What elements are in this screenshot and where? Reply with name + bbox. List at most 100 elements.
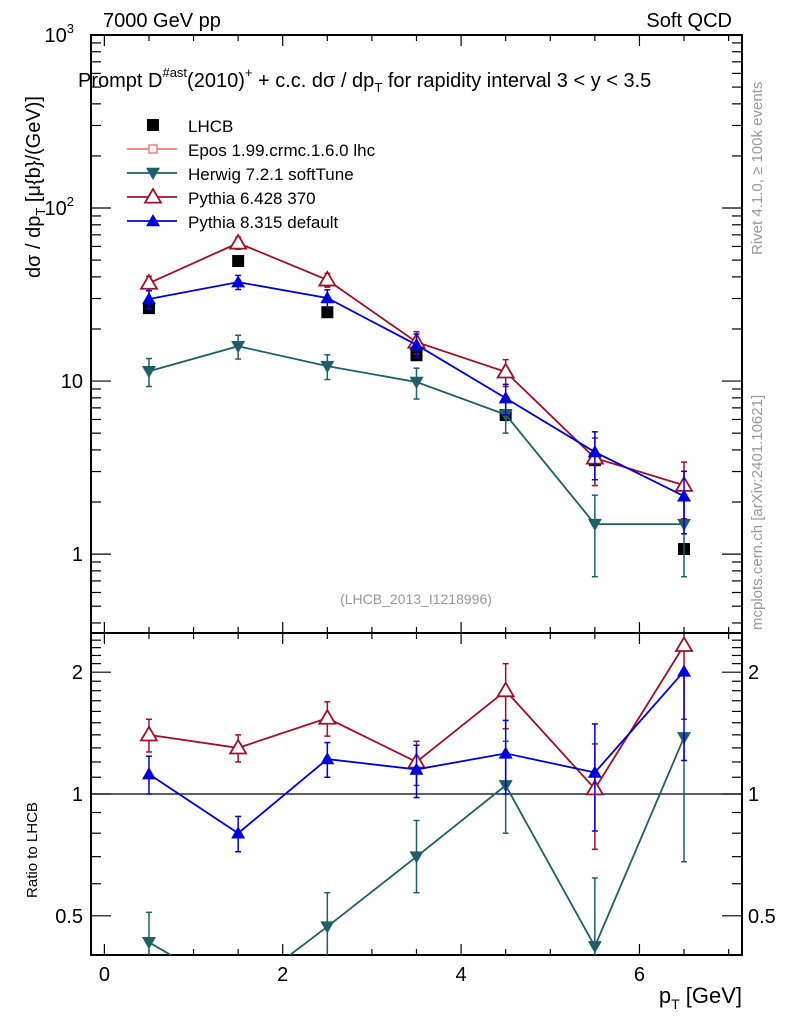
- data-point: [231, 989, 245, 1001]
- data-point: [320, 291, 335, 304]
- data-point: [409, 851, 424, 864]
- data-point: [139, 725, 159, 742]
- title-tail: for rapidity interval 3 < y < 3.5: [382, 70, 651, 92]
- legend-marker: [147, 119, 159, 131]
- x-tick-label: 2: [277, 964, 288, 986]
- data-point: [231, 275, 246, 288]
- legend-label: Herwig 7.2.1 softTune: [188, 165, 354, 184]
- data-point: [677, 664, 692, 677]
- y-tick-label: 1: [72, 544, 83, 566]
- analysis-annotation: (LHCB_2013_I1218996): [340, 591, 492, 607]
- data-point: [587, 765, 602, 778]
- x-tick-label: 6: [634, 964, 645, 986]
- ratio-axes: 0 2 4 6 2 2 1 1 0.5 0.5: [55, 632, 776, 986]
- data-point: [409, 376, 424, 390]
- rivet-label: Rivet 4.1.0, ≥ 100k events: [749, 82, 766, 255]
- ylabel-main: dσ / dp: [23, 216, 45, 278]
- legend-marker: [146, 167, 160, 180]
- ratio-y-tick-label-left: 2: [72, 662, 83, 684]
- title-sub: T: [374, 80, 382, 95]
- series-herwig-7-2-1-softtune: [141, 334, 692, 578]
- xlabel-sub: T: [671, 996, 680, 1012]
- data-point: [498, 391, 513, 404]
- legend-label: Pythia 6.428 370: [188, 189, 316, 208]
- x-tick-label: 0: [99, 964, 110, 986]
- data-point: [232, 255, 245, 268]
- data-point: [320, 752, 335, 765]
- data-point: [228, 233, 248, 250]
- legend-label: LHCB: [188, 117, 233, 136]
- y-tick-label-exponent: 2: [67, 194, 74, 209]
- data-point: [587, 518, 602, 532]
- x-tick-label: 4: [456, 964, 467, 986]
- y-tick-label: 103: [45, 21, 74, 47]
- data-point: [141, 292, 156, 305]
- title-sup1: #ast: [162, 65, 187, 80]
- data-point: [317, 708, 337, 725]
- data-point: [139, 273, 159, 290]
- main-title: Prompt D#ast(2010)+ + c.c. dσ / dpT for …: [78, 65, 651, 95]
- y-tick-label-exponent: 3: [67, 21, 74, 36]
- data-point: [320, 921, 335, 934]
- data-point: [409, 337, 424, 351]
- ratio-y-axis-label: Ratio to LHCB: [24, 802, 41, 898]
- data-point: [320, 360, 335, 374]
- y-tick-label: 102: [45, 194, 74, 220]
- main-data: [139, 233, 694, 578]
- data-point: [321, 306, 334, 319]
- data-point: [317, 270, 337, 287]
- ylabel-sub: T: [33, 208, 48, 216]
- ratio-y-tick-label-right: 0.5: [748, 906, 776, 928]
- series-lhcb: [142, 255, 691, 556]
- ratio-y-tick-label-right: 1: [748, 784, 759, 806]
- data-point: [496, 362, 516, 379]
- series-pythia-8-315-default: [141, 274, 692, 535]
- y-tick-label: 10: [61, 371, 83, 393]
- data-point: [498, 746, 513, 759]
- legend-marker: [146, 214, 160, 227]
- legend-item: Epos 1.99.crmc.1.6.0 lhc: [127, 141, 376, 160]
- series-line: [148, 242, 685, 487]
- legend-marker: [148, 144, 158, 154]
- x-axis-label: pT [GeV]: [659, 983, 742, 1012]
- legend-label: Epos 1.99.crmc.1.6.0 lhc: [188, 141, 376, 160]
- ratio-data: [139, 635, 694, 1001]
- data-point: [587, 941, 602, 954]
- data-point: [228, 738, 248, 755]
- legend-item: LHCB: [147, 117, 233, 136]
- data-point: [496, 680, 516, 698]
- data-point: [587, 445, 602, 458]
- ratio-y-tick-label-left: 1: [72, 784, 83, 806]
- xlabel-p: p: [659, 983, 671, 1008]
- legend-label: Pythia 8.315 default: [188, 213, 339, 232]
- data-point: [141, 767, 156, 780]
- data-point: [674, 635, 694, 652]
- main-y-axis-label: dσ / dpT [μ{b}/(GeV)]: [23, 96, 48, 278]
- legend-item: Herwig 7.2.1 softTune: [127, 165, 354, 184]
- data-point: [141, 365, 156, 379]
- title-sup2: +: [245, 65, 253, 80]
- xlabel-unit: [GeV]: [680, 983, 742, 1008]
- title-suffix: + c.c. dσ / dp: [252, 70, 374, 92]
- legend-item: Pythia 6.428 370: [127, 187, 316, 208]
- data-point: [231, 340, 246, 354]
- legend-item: Pythia 8.315 default: [127, 213, 339, 232]
- legend: LHCB Epos 1.99.crmc.1.6.0 lhc Herwig 7.2.1…: [127, 117, 376, 232]
- marker-cross-box: [148, 144, 158, 154]
- header-left: 7000 GeV pp: [103, 10, 221, 32]
- series-pythia-8-315-default: [141, 664, 692, 853]
- mcplots-label: mcplots.cern.ch [arXiv:2401.10621]: [749, 395, 766, 630]
- ratio-y-tick-label-left: 0.5: [55, 906, 83, 928]
- legend-marker: [143, 187, 163, 204]
- data-point: [141, 937, 156, 950]
- data-point: [677, 489, 692, 502]
- series-pythia-6-428-370: [139, 635, 694, 851]
- header-right: Soft QCD: [646, 10, 732, 32]
- data-point: [231, 826, 246, 839]
- ylabel-unit: [μ{b}/(GeV)]: [23, 96, 45, 208]
- data-point: [409, 762, 424, 775]
- title-mid: (2010): [187, 70, 245, 92]
- ratio-y-tick-label-right: 2: [748, 662, 759, 684]
